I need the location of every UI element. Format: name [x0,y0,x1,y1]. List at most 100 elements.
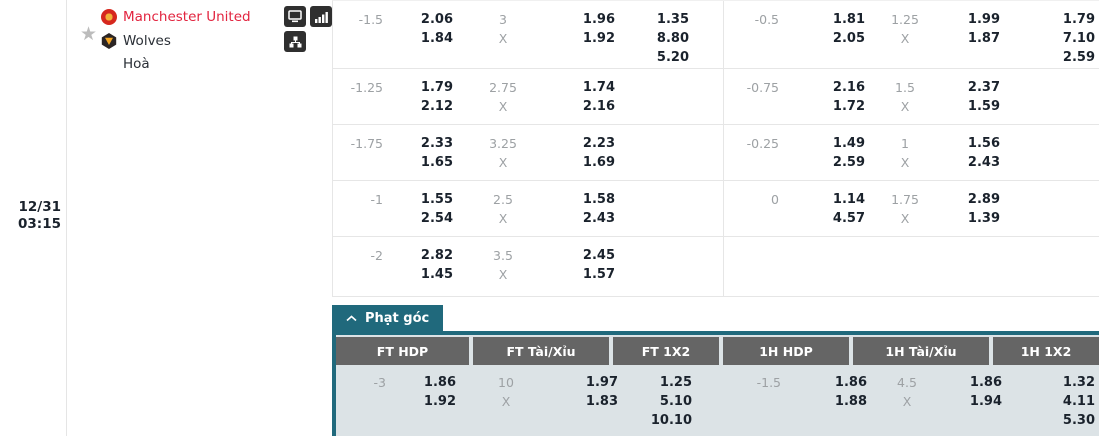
odds-value[interactable]: 1.56 [967,136,1000,151]
stats-bars-icon[interactable] [310,6,332,27]
odds-value[interactable]: 4.11 [1062,394,1095,409]
ou-odds[interactable]: 1.86 1.94 [947,373,1002,430]
odds-value[interactable]: 2.82 [420,248,453,263]
away-team-row[interactable]: Wolves [101,31,171,51]
ou-line: 4.5 X [867,373,947,430]
hdp-odds[interactable]: 1.79 2.12 [383,78,453,124]
ou-odds[interactable]: 1.74 2.16 [553,78,615,124]
odds-value[interactable]: 2.06 [420,12,453,27]
ou-odds[interactable]: 2.89 1.39 [945,190,1000,236]
odds-value[interactable]: 1.87 [967,31,1000,46]
odds-value[interactable]: 5.10 [659,394,692,409]
odds-value[interactable]: 8.80 [656,31,689,46]
odds-value[interactable]: 1.79 [1062,12,1095,27]
hdp-odds[interactable]: 2.33 1.65 [383,134,453,180]
live-tv-icon[interactable] [284,6,306,27]
odds-row: -1.5 1.86 1.88 4.5 X 1.86 1.94 1.32 4.11 5.30 [726,365,1099,430]
ou-odds[interactable]: 1.97 1.83 [556,373,618,430]
odds-value[interactable]: 2.05 [832,31,865,46]
odds-value[interactable]: 2.43 [582,211,615,226]
1x2-odds[interactable]: 1.79 7.10 2.59 [1000,10,1099,68]
odds-value[interactable]: 2.59 [832,155,865,170]
odds-value[interactable]: 1.92 [582,31,615,46]
odds-value[interactable]: 1.49 [832,136,865,151]
odds-value[interactable]: 2.59 [1062,50,1095,65]
away-team-name[interactable]: Wolves [123,33,171,49]
odds-value[interactable]: 1.88 [834,394,867,409]
corners-section-tab[interactable]: Phạt góc [332,305,444,331]
odds-value[interactable]: 7.10 [1062,31,1095,46]
odds-value[interactable]: 2.16 [582,99,615,114]
ou-odds[interactable]: 2.45 1.57 [553,246,615,297]
odds-value[interactable]: 2.43 [967,155,1000,170]
odds-value[interactable]: 1.83 [585,394,618,409]
home-team-row[interactable]: Manchester United [101,7,251,27]
x-label: X [900,155,910,170]
odds-value[interactable]: 1.58 [582,192,615,207]
odds-value[interactable]: 2.16 [832,80,865,95]
odds-value[interactable]: 1.96 [582,12,615,27]
odds-value[interactable]: 1.86 [834,375,867,390]
home-team-name[interactable]: Manchester United [123,9,251,25]
1x2-odds[interactable]: 1.32 4.11 5.30 [1002,373,1099,430]
odds-value[interactable]: 1.65 [420,155,453,170]
header-ft-hdp: FT HDP [336,337,469,365]
hdp-odds[interactable]: 1.86 1.88 [781,373,867,430]
odds-value[interactable]: 2.33 [420,136,453,151]
odds-value[interactable]: 2.37 [967,80,1000,95]
odds-value[interactable]: 2.45 [582,248,615,263]
odds-value[interactable]: 10.10 [650,413,692,428]
star-icon[interactable]: ★ [80,23,98,45]
odds-value[interactable]: 1.86 [423,375,456,390]
odds-value[interactable]: 1.92 [423,394,456,409]
ou-odds[interactable]: 1.99 1.87 [945,10,1000,68]
ou-odds[interactable]: 2.23 1.69 [553,134,615,180]
odds-value[interactable]: 1.59 [967,99,1000,114]
odds-row: 0 1.14 4.57 1.75 X 2.89 1.39 [724,181,1099,237]
odds-value[interactable]: 2.12 [420,99,453,114]
odds-value[interactable]: 1.74 [582,80,615,95]
ou-odds[interactable]: 1.96 1.92 [553,10,615,68]
odds-value[interactable]: 1.72 [832,99,865,114]
hdp-odds[interactable]: 1.49 2.59 [779,134,865,180]
odds-value[interactable]: 1.25 [659,375,692,390]
hdp-odds[interactable]: 1.86 1.92 [386,373,456,430]
odds-value[interactable]: 5.30 [1062,413,1095,428]
odds-value[interactable]: 2.23 [582,136,615,151]
odds-value[interactable]: 2.89 [967,192,1000,207]
odds-value[interactable]: 4.57 [832,211,865,226]
odds-value[interactable]: 1.94 [969,394,1002,409]
odds-value[interactable]: 1.97 [585,375,618,390]
ou-odds[interactable]: 1.58 2.43 [553,190,615,236]
hdp-odds[interactable]: 1.55 2.54 [383,190,453,236]
odds-value[interactable]: 1.86 [969,375,1002,390]
hdp-odds[interactable]: 2.16 1.72 [779,78,865,124]
1x2-odds[interactable]: 1.35 8.80 5.20 [615,10,723,68]
ou-odds[interactable]: 2.37 1.59 [945,78,1000,124]
odds-value[interactable]: 1.81 [832,12,865,27]
odds-value[interactable]: 1.57 [582,267,615,282]
odds-value[interactable]: 1.35 [656,12,689,27]
odds-value[interactable]: 1.79 [420,80,453,95]
1x2-odds[interactable]: 1.25 5.10 10.10 [618,373,726,430]
odds-value[interactable]: 1.99 [967,12,1000,27]
odds-value[interactable]: 1.45 [420,267,453,282]
odds-value[interactable]: 5.20 [656,50,689,65]
hdp-odds[interactable]: 1.14 4.57 [779,190,865,236]
hdp-odds[interactable]: 1.81 2.05 [779,10,865,68]
ou-odds[interactable]: 1.56 2.43 [945,134,1000,180]
odds-value[interactable]: 1.32 [1062,375,1095,390]
header-ft-1x2: FT 1X2 [613,337,719,365]
lineup-icon[interactable] [284,31,306,52]
odds-value[interactable]: 1.39 [967,211,1000,226]
odds-value[interactable]: 1.84 [420,31,453,46]
odds-value[interactable]: 2.54 [420,211,453,226]
odds-value[interactable]: 1.55 [420,192,453,207]
odds-value[interactable]: 1.14 [832,192,865,207]
odds-value[interactable]: 1.69 [582,155,615,170]
hdp-odds[interactable]: 2.06 1.84 [383,10,453,68]
1x2-odds [1000,134,1099,180]
odds-row: -0.5 1.81 2.05 1.25 X 1.99 1.87 1.79 7.10 2.5… [724,1,1099,69]
hdp-odds[interactable]: 2.82 1.45 [383,246,453,297]
